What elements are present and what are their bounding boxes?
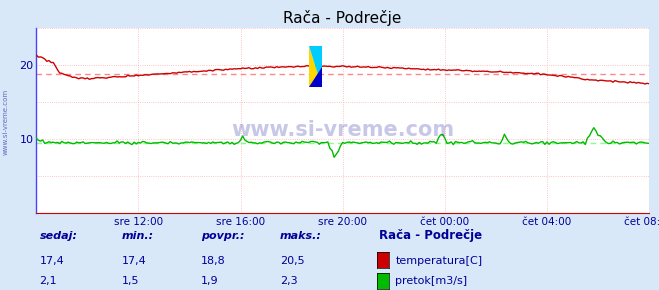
Text: temperatura[C]: temperatura[C] — [395, 256, 482, 266]
Polygon shape — [309, 46, 322, 87]
Text: 20,5: 20,5 — [280, 256, 304, 266]
Text: 18,8: 18,8 — [201, 256, 226, 266]
Text: sedaj:: sedaj: — [40, 231, 78, 241]
Text: 17,4: 17,4 — [40, 256, 65, 266]
Text: 2,1: 2,1 — [40, 276, 57, 286]
Text: min.:: min.: — [122, 231, 154, 241]
Polygon shape — [309, 46, 322, 87]
Text: pretok[m3/s]: pretok[m3/s] — [395, 276, 467, 286]
Text: 17,4: 17,4 — [122, 256, 147, 266]
Text: 1,9: 1,9 — [201, 276, 219, 286]
Polygon shape — [309, 66, 322, 87]
Text: www.si-vreme.com: www.si-vreme.com — [231, 120, 454, 139]
Text: maks.:: maks.: — [280, 231, 322, 241]
Title: Rača - Podrečje: Rača - Podrečje — [283, 10, 402, 26]
Text: 1,5: 1,5 — [122, 276, 140, 286]
Text: www.si-vreme.com: www.si-vreme.com — [2, 89, 9, 155]
Text: povpr.:: povpr.: — [201, 231, 244, 241]
Text: Rača - Podrečje: Rača - Podrečje — [379, 229, 482, 242]
Text: 2,3: 2,3 — [280, 276, 298, 286]
